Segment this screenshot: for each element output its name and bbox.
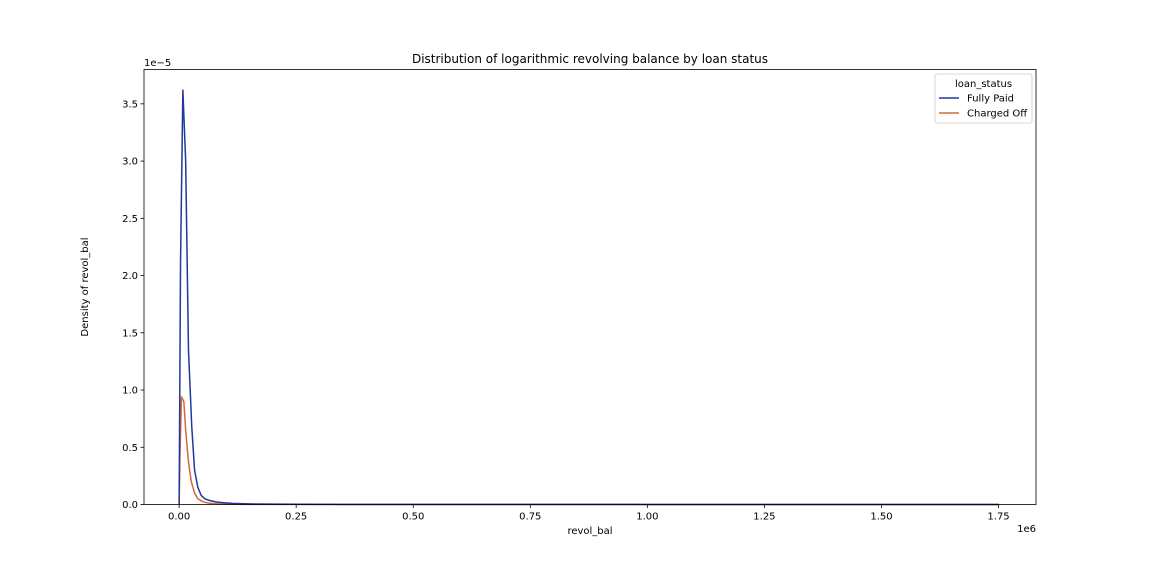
y-tick-label: 0.0 [122, 500, 138, 511]
x-tick-label: 0.75 [519, 512, 541, 523]
legend-label: Fully Paid [967, 94, 1014, 105]
x-scale-label: 1e6 [1017, 524, 1036, 535]
plot-frame [143, 69, 1037, 505]
y-tick-label: 2.0 [122, 271, 138, 282]
x-tick-label: 0.50 [402, 512, 424, 523]
y-axis-title: Density of revol_bal [80, 237, 91, 336]
legend: loan_status Fully Paid Charged Off [934, 73, 1033, 124]
x-tick-label: 0.25 [285, 512, 307, 523]
y-tick-label: 0.5 [122, 443, 138, 454]
legend-label: Charged Off [967, 109, 1028, 120]
legend-entries: Fully Paid Charged Off [939, 94, 1028, 120]
y-tick-label: 1.5 [122, 328, 138, 339]
y-tick-label: 1.0 [122, 386, 138, 397]
legend-title: loan_status [955, 79, 1012, 90]
y-scale-label: 1e−5 [144, 58, 171, 69]
x-tick-label: 1.00 [636, 512, 658, 523]
chart-title: Distribution of logarithmic revolving ba… [412, 52, 768, 66]
y-tick-label: 3.5 [122, 99, 138, 110]
legend-box [934, 73, 1033, 124]
x-axis-title: revol_bal [567, 526, 612, 537]
y-tick-label: 2.5 [122, 214, 138, 225]
y-axis-ticks: 0.0 0.5 1.0 1.5 2.0 2.5 3.0 3.5 [122, 99, 144, 511]
x-tick-label: 1.50 [870, 512, 892, 523]
y-tick-label: 3.0 [122, 157, 138, 168]
x-tick-label: 0.00 [168, 512, 190, 523]
x-tick-label: 1.25 [753, 512, 775, 523]
x-tick-label: 1.75 [987, 512, 1009, 523]
